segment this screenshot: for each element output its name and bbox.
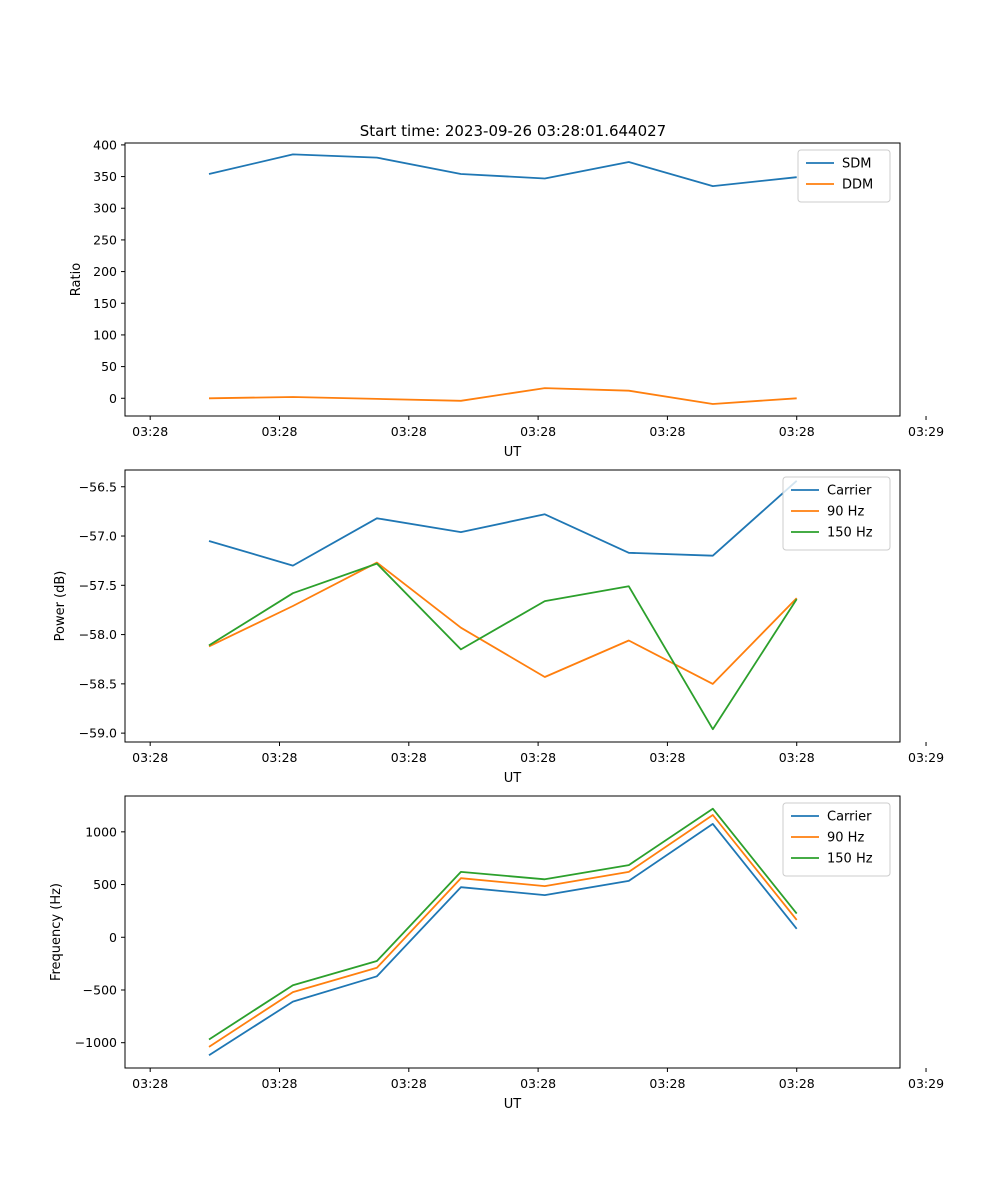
x-tick-label: 03:28	[132, 1076, 168, 1091]
series-line-90-hz	[208, 561, 798, 685]
x-axis: 03:28 03:28 03:28 03:28 03:28 03:28 03:29 UT	[132, 742, 944, 786]
series-line-ddm	[208, 387, 797, 405]
axes-frame	[124, 795, 901, 1069]
y-tick-label: 200	[93, 264, 117, 279]
series-line-carrier	[208, 823, 798, 1057]
x-tick-label: 03:28	[520, 1076, 556, 1091]
legend: SDM DDM	[797, 149, 891, 203]
x-tick-label: 03:28	[779, 1076, 815, 1091]
y-axis: −1000 −500 0 500 1000 Frequency (Hz)	[49, 824, 125, 1050]
series-line-150-hz	[208, 807, 798, 1041]
x-axis-label: UT	[504, 1097, 522, 1112]
x-tick-label: 03:29	[908, 750, 944, 765]
y-tick-label: −58.5	[79, 676, 117, 691]
subplot-3: 03:28 03:28 03:28 03:28 03:28 03:28 03:29 UT −10…	[49, 795, 944, 1112]
legend-label: Carrier	[827, 484, 872, 499]
subplot-1: 03:28 03:28 03:28 03:28 03:28 03:28 03:29 UT 0 50…	[69, 137, 944, 460]
y-tick-label: −58.0	[79, 627, 117, 642]
series-lines	[208, 807, 798, 1057]
series-line-90-hz	[208, 814, 798, 1048]
x-tick-label: 03:28	[391, 1076, 427, 1091]
y-tick-label: −500	[83, 982, 117, 997]
y-tick-label: −57.0	[79, 529, 117, 544]
x-tick-label: 03:28	[779, 750, 815, 765]
y-tick-label: 300	[93, 201, 117, 216]
y-tick-label: 500	[93, 877, 117, 892]
legend: Carrier 90 Hz 150 Hz	[782, 476, 891, 551]
y-tick-label: 350	[93, 169, 117, 184]
x-tick-label: 03:28	[261, 1076, 297, 1091]
y-tick-label: 150	[93, 296, 117, 311]
x-tick-label: 03:28	[520, 424, 556, 439]
series-line-150-hz	[208, 562, 798, 731]
x-axis-label: UT	[504, 771, 522, 786]
x-tick-label: 03:28	[391, 750, 427, 765]
legend-label: Carrier	[827, 810, 872, 825]
series-lines	[208, 480, 798, 731]
y-tick-label: 0	[109, 930, 117, 945]
legend-label: 90 Hz	[827, 831, 864, 846]
x-tick-label: 03:28	[779, 424, 815, 439]
x-axis: 03:28 03:28 03:28 03:28 03:28 03:28 03:29 UT	[132, 1068, 944, 1112]
legend-label: SDM	[842, 157, 871, 172]
y-tick-label: −1000	[75, 1035, 117, 1050]
x-tick-label: 03:28	[132, 750, 168, 765]
x-tick-label: 03:28	[261, 750, 297, 765]
legend-label: 90 Hz	[827, 505, 864, 520]
legend-label: 150 Hz	[827, 526, 873, 541]
series-lines	[208, 153, 797, 405]
y-tick-label: 400	[93, 137, 117, 152]
y-tick-label: 100	[93, 327, 117, 342]
legend-label: DDM	[842, 178, 873, 193]
x-tick-label: 03:29	[908, 424, 944, 439]
x-tick-label: 03:28	[649, 424, 685, 439]
legend-label: 150 Hz	[827, 852, 873, 867]
y-axis: 0 50 100 150 200 250 300 350 400 Ratio	[69, 137, 125, 406]
x-tick-label: 03:28	[261, 424, 297, 439]
x-axis: 03:28 03:28 03:28 03:28 03:28 03:28 03:29 UT	[132, 416, 944, 460]
x-tick-label: 03:28	[520, 750, 556, 765]
y-tick-label: −56.5	[79, 479, 117, 494]
y-axis-label: Power (dB)	[53, 571, 68, 642]
y-tick-label: 0	[109, 391, 117, 406]
y-axis: −59.0 −58.5 −58.0 −57.5 −57.0 −56.5 Power (dB)	[53, 479, 125, 741]
y-tick-label: −57.5	[79, 578, 117, 593]
subplots: 03:28 03:28 03:28 03:28 03:28 03:28 03:29 UT 0 50…	[49, 137, 944, 1112]
series-line-carrier	[208, 480, 798, 567]
subplot-2: 03:28 03:28 03:28 03:28 03:28 03:28 03:29 UT −59…	[53, 469, 944, 786]
y-axis-label: Frequency (Hz)	[49, 883, 64, 981]
axes-frame	[124, 142, 901, 417]
x-tick-label: 03:28	[132, 424, 168, 439]
x-tick-label: 03:28	[649, 750, 685, 765]
y-tick-label: −59.0	[79, 726, 117, 741]
x-axis-label: UT	[504, 445, 522, 460]
axes-frame	[124, 469, 901, 743]
y-tick-label: 1000	[85, 824, 117, 839]
y-tick-label: 250	[93, 232, 117, 247]
x-tick-label: 03:28	[649, 1076, 685, 1091]
y-tick-label: 50	[101, 359, 117, 374]
legend: Carrier 90 Hz 150 Hz	[782, 802, 891, 877]
figure-title: Start time: 2023-09-26 03:28:01.644027	[360, 122, 666, 140]
y-axis-label: Ratio	[69, 263, 84, 296]
x-tick-label: 03:28	[391, 424, 427, 439]
x-tick-label: 03:29	[908, 1076, 944, 1091]
series-line-sdm	[208, 153, 797, 188]
